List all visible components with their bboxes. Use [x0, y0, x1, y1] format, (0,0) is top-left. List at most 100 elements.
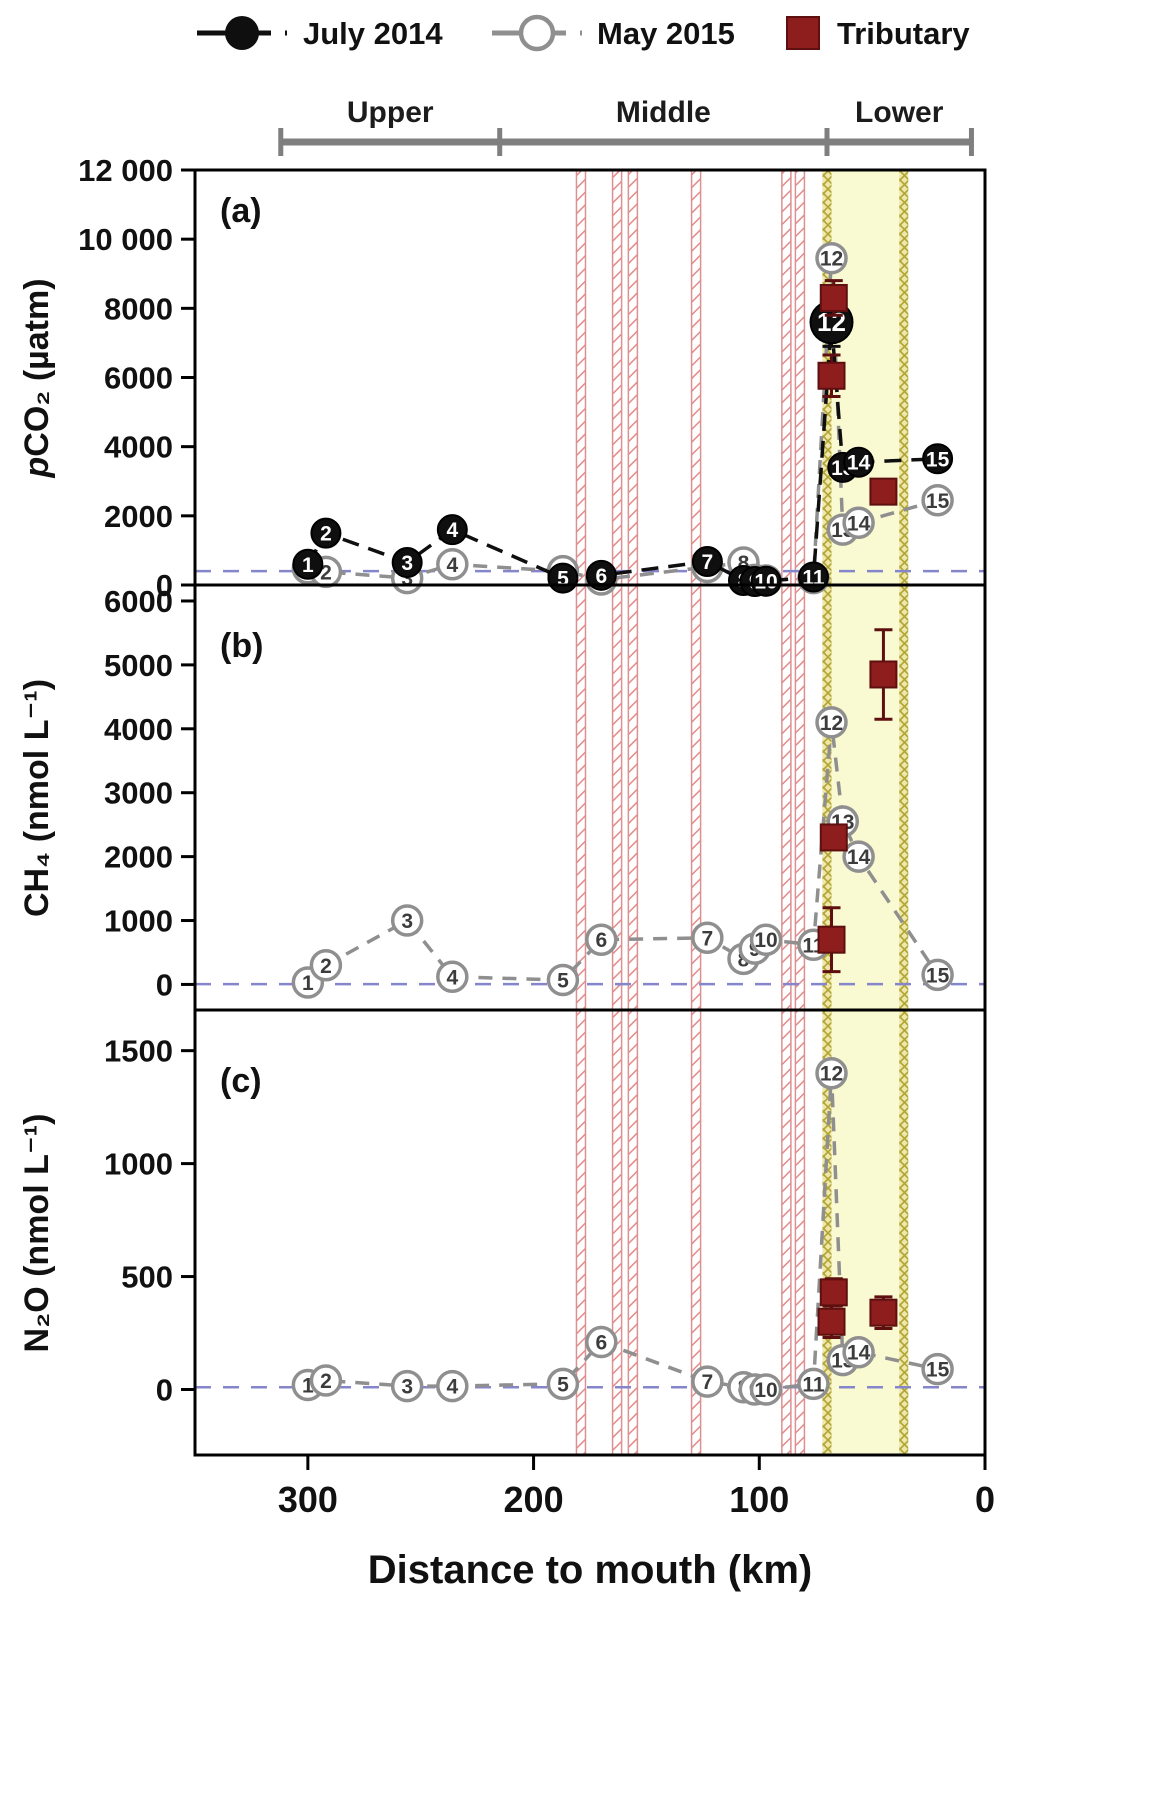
- tributary-confluence-band: [611, 169, 623, 1456]
- x-tick-label: 100: [729, 1479, 789, 1520]
- data-point-may-2015: [436, 1369, 469, 1403]
- data-point-tributary: [817, 925, 846, 954]
- region-label-middle: Middle: [616, 96, 711, 129]
- july-2014-marker-icon: [225, 16, 259, 50]
- station-number-label: 3: [401, 1376, 413, 1399]
- tributary-confluence-band: [627, 169, 639, 1456]
- series-line-july-2014: [306, 322, 938, 584]
- station-number-label: 4: [446, 519, 458, 542]
- data-point-may-2015: [585, 923, 618, 956]
- station-number-label: 12: [817, 307, 846, 337]
- data-point-may-2015: [815, 1056, 848, 1090]
- data-point-may-2015: [921, 484, 954, 517]
- station-number-label: 12: [820, 1063, 843, 1086]
- station-number-label: 5: [557, 568, 569, 591]
- station-number-label: 6: [595, 1332, 607, 1355]
- tributary-marker-icon: [786, 16, 820, 50]
- x-tick-label: 300: [278, 1479, 338, 1520]
- y-tick-label: 4000: [104, 430, 173, 465]
- tributary-confluence-band: [781, 169, 792, 1456]
- y-tick-label: 12 000: [78, 153, 173, 188]
- station-number-label: 5: [557, 1373, 569, 1396]
- legend-label-july-2014: July 2014: [303, 16, 443, 51]
- data-point-tributary: [819, 283, 848, 312]
- y-axis-label-a: pCO₂ (µatm): [18, 278, 56, 478]
- data-point-may-2015: [546, 1367, 580, 1401]
- data-point-july-2014: [436, 514, 468, 546]
- tributary-confluence-band: [690, 169, 702, 1456]
- station-number-label: 1: [302, 972, 314, 995]
- station-number-label: 15: [926, 448, 950, 471]
- data-point-july-2014: [691, 545, 723, 577]
- station-number-label: 10: [754, 571, 777, 594]
- data-point-may-2015: [921, 958, 954, 992]
- station-number-label: 10: [754, 929, 777, 952]
- region-label-upper: Upper: [347, 96, 434, 129]
- region-bar: Upper Middle Lower: [278, 96, 974, 156]
- panel-a-tag: (a): [220, 192, 262, 230]
- data-point-may-2015: [815, 241, 848, 275]
- station-number-label: 14: [847, 452, 871, 475]
- station-number-label: 4: [446, 1376, 458, 1399]
- legend: July 2014 May 2015 Tributary: [197, 14, 970, 52]
- data-point-may-2015: [749, 1373, 783, 1406]
- legend-item-tributary: Tributary: [786, 16, 970, 51]
- station-number-label: 1: [302, 554, 314, 577]
- data-point-july-2014: [310, 517, 342, 549]
- legend-label-may-2015: May 2015: [597, 16, 735, 51]
- x-axis-title: Distance to mouth (km): [368, 1548, 812, 1592]
- data-point-may-2015: [390, 904, 424, 937]
- data-point-may-2015: [842, 840, 875, 873]
- y-axis-label-b: CH₄ (nmol L⁻¹): [18, 679, 56, 917]
- data-point-july-2014: [585, 559, 617, 591]
- station-number-label: 4: [446, 554, 458, 577]
- data-point-may-2015: [842, 506, 875, 539]
- data-point-july-2014: [391, 547, 423, 579]
- data-point-tributary: [869, 660, 898, 689]
- y-tick-label: 0: [156, 568, 173, 603]
- data-point-may-2015: [691, 921, 724, 955]
- data-point-july-2014: [750, 565, 782, 597]
- data-point-may-2015: [815, 706, 848, 739]
- station-number-label: 7: [702, 1371, 714, 1394]
- data-point-may-2015: [436, 548, 469, 581]
- y-tick-label: 8000: [104, 291, 173, 326]
- data-point-may-2015: [585, 1325, 618, 1359]
- legend-item-july-2014: July 2014: [197, 16, 443, 51]
- station-number-label: 6: [595, 929, 607, 952]
- station-number-label: 15: [926, 964, 950, 987]
- panel-c-tag: (c): [220, 1062, 262, 1100]
- data-point-may-2015: [797, 1367, 830, 1401]
- tributary-confluence-band: [575, 169, 587, 1456]
- data-point-may-2015: [842, 1335, 875, 1369]
- y-tick-label: 1500: [104, 1034, 173, 1069]
- x-tick-label: 200: [504, 1479, 564, 1520]
- data-point-may-2015: [691, 1365, 724, 1398]
- y-tick-label: 1000: [104, 1147, 173, 1182]
- data-point-july-2014: [292, 548, 324, 580]
- station-number-label: 2: [320, 955, 332, 978]
- y-axis-label-a-italic: p: [18, 457, 56, 479]
- panel-b-plot: 123456789101112131415: [195, 628, 985, 999]
- station-number-label: 12: [820, 248, 843, 271]
- legend-item-may-2015: May 2015: [492, 14, 735, 52]
- station-number-label: 3: [401, 910, 413, 933]
- station-number-label: 2: [320, 561, 332, 584]
- station-number-label: 14: [847, 846, 871, 869]
- data-point-tributary: [819, 823, 848, 852]
- zones: [575, 169, 909, 1456]
- data-point-may-2015: [309, 949, 343, 982]
- data-point-tributary: [817, 361, 846, 390]
- region-label-lower: Lower: [855, 96, 944, 129]
- station-number-label: 2: [320, 523, 332, 546]
- x-tick-label: 0: [975, 1479, 995, 1520]
- panel-b-tag: (b): [220, 627, 263, 665]
- panel-c-border: [193, 1008, 987, 1457]
- data-point-tributary: [819, 1278, 848, 1307]
- station-number-label: 14: [847, 1342, 871, 1365]
- data-point-may-2015: [921, 1352, 954, 1386]
- station-number-label: 14: [847, 512, 871, 535]
- data-point-tributary: [869, 1298, 898, 1327]
- station-number-label: 7: [702, 551, 714, 574]
